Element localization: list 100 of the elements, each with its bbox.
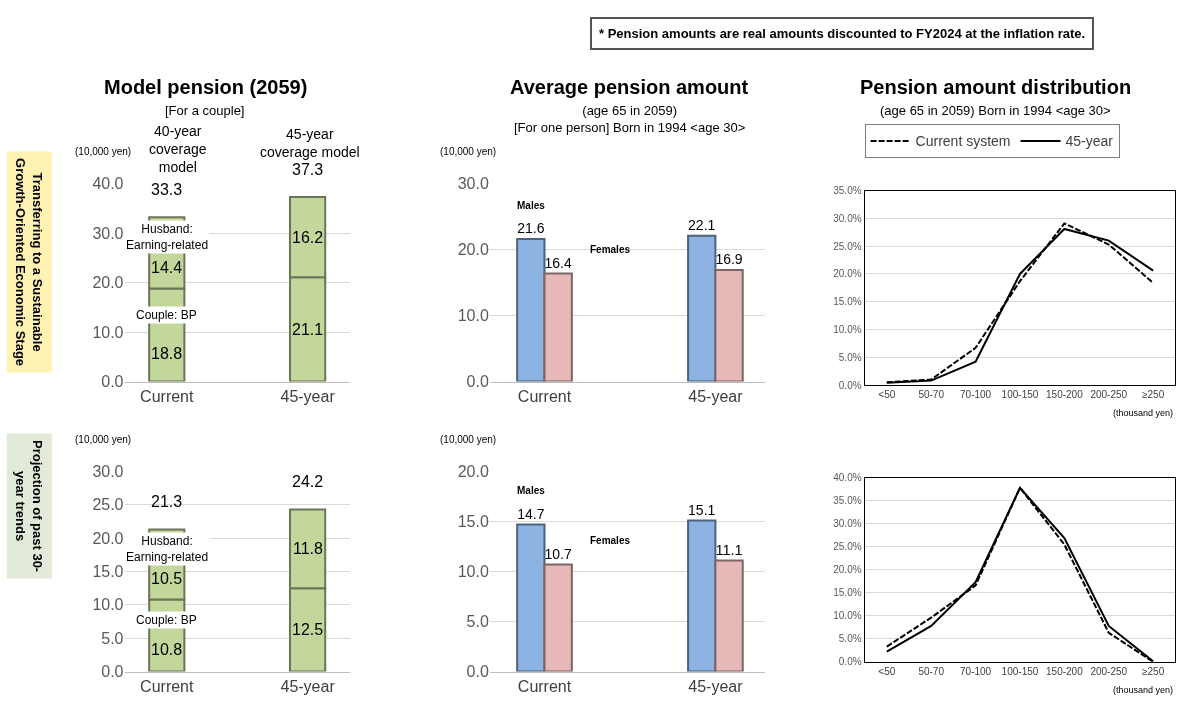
y-tick-label: 0.0%: [838, 656, 862, 668]
bar: [516, 523, 546, 672]
data-label: 12.5: [292, 621, 324, 638]
data-label: 14.4: [151, 259, 183, 276]
x-tick-label: ≥250: [1142, 389, 1165, 401]
x-tick-label: 70-100: [960, 389, 992, 401]
y-tick-label: 5.0%: [838, 351, 862, 363]
y-tick-label: 25.0: [92, 496, 124, 514]
y-tick-label: 20.0%: [833, 268, 862, 280]
x-tick-label: Current: [517, 677, 572, 695]
x-tick-label: 45-year: [280, 677, 336, 695]
bar: [543, 563, 573, 672]
y-axis-title: (10,000 yen): [440, 434, 497, 445]
data-label: 21.6: [517, 220, 545, 237]
data-label: 18.8: [151, 345, 183, 362]
y-tick-label: 5.0%: [838, 633, 862, 645]
y-tick-label: 15.0%: [833, 296, 862, 308]
x-tick-label: 100-150: [1001, 665, 1039, 677]
chart-title: Model pension (2059): [104, 76, 308, 98]
x-tick-label: Current: [140, 677, 195, 695]
x-axis-title: (thousand yen): [1113, 408, 1174, 418]
y-tick-label: 20.0: [92, 274, 124, 292]
y-tick-label: 0.0: [466, 663, 489, 681]
text: Females: [590, 244, 631, 255]
data-label: 16.2: [292, 229, 324, 246]
x-tick-label: <50: [878, 389, 896, 401]
y-axis-title: (10,000 yen): [75, 434, 132, 445]
total-label: 33.3: [151, 181, 183, 198]
y-tick-label: 10.0%: [833, 324, 862, 336]
total-label: 37.3: [292, 161, 324, 178]
y-tick-label: 10.0: [457, 563, 489, 581]
y-tick-label: 0.0: [466, 373, 489, 391]
bar: [714, 269, 744, 382]
x-tick-label: 150-200: [1046, 389, 1084, 401]
y-tick-label: 20.0: [457, 463, 489, 481]
data-label: 11.8: [293, 540, 324, 557]
y-tick-label: 5.0: [101, 629, 124, 647]
data-label: 15.1: [688, 501, 716, 518]
x-tick-label: Current: [517, 387, 572, 405]
chart-subtitle: (age 65 in 2059) [For one person] Born in 1994 <age 30>: [514, 103, 746, 135]
x-tick-label: ≥250: [1142, 665, 1165, 677]
legend-label: 45-year: [1065, 133, 1114, 150]
y-tick-label: 15.0: [92, 563, 124, 581]
legend-label: Current system: [915, 133, 1011, 150]
y-tick-label: 0.0: [101, 663, 124, 681]
text: Projection of past 30- year trends: [13, 440, 46, 573]
x-tick-label: 70-100: [960, 665, 992, 677]
data-label: 10.8: [151, 641, 183, 658]
x-axis-title: (thousand yen): [1113, 685, 1174, 695]
x-tick-label: 100-150: [1001, 389, 1039, 401]
series-label: Couple: BP: [136, 613, 197, 627]
y-tick-label: 5.0: [466, 613, 489, 631]
x-tick-label: 50-70: [918, 389, 945, 401]
x-tick-label: Current: [140, 387, 195, 405]
y-tick-label: 0.0%: [838, 379, 862, 391]
text: * Pension amounts are real amounts discounted to FY2024 at the inflation rate.: [599, 26, 1086, 41]
x-tick-label: 45-year: [688, 387, 744, 405]
text: Females: [590, 535, 631, 546]
y-axis-title: (10,000 yen): [440, 146, 497, 157]
text: Males: [517, 485, 546, 496]
bar: [516, 238, 546, 382]
y-tick-label: 25.0%: [833, 541, 862, 553]
data-label: 10.7: [544, 545, 572, 562]
bar: [687, 519, 717, 672]
series-label: Husband: Earning-related: [126, 534, 209, 564]
y-tick-label: 15.0: [457, 513, 489, 531]
data-label: 16.4: [544, 254, 572, 271]
y-tick-label: 30.0: [92, 224, 124, 242]
data-label: 21.1: [292, 321, 324, 338]
chart-subtitle: [For a couple]: [165, 103, 245, 118]
y-tick-label: 30.0%: [833, 212, 862, 224]
y-tick-label: 20.0: [92, 529, 124, 547]
series-label: Couple: BP: [136, 308, 197, 322]
chart-title: Average pension amount: [510, 76, 749, 98]
bar: [687, 234, 717, 382]
x-tick-label: 45-year: [688, 677, 744, 695]
y-tick-label: 20.0%: [833, 564, 862, 576]
y-tick-label: 35.0%: [833, 495, 862, 507]
y-tick-label: 0.0: [101, 373, 124, 391]
total-label: 24.2: [292, 473, 324, 490]
y-tick-label: 35.0%: [833, 185, 862, 197]
y-tick-label: 30.0: [457, 175, 489, 193]
x-tick-label: <50: [878, 665, 896, 677]
bar: [714, 559, 744, 672]
text: Males: [517, 200, 546, 211]
x-tick-label: 50-70: [918, 665, 945, 677]
data-label: 22.1: [688, 217, 716, 234]
x-tick-label: 150-200: [1046, 665, 1084, 677]
bar: [543, 272, 573, 382]
x-tick-label: 200-250: [1090, 389, 1128, 401]
y-tick-label: 10.0: [92, 596, 124, 614]
y-tick-label: 10.0%: [833, 610, 862, 622]
data-label: 10.5: [151, 570, 183, 587]
y-axis-title: (10,000 yen): [75, 146, 132, 157]
chart-subtitle: (age 65 in 2059) Born in 1994 <age 30>: [880, 103, 1111, 118]
data-label: 16.9: [715, 251, 743, 268]
y-tick-label: 40.0%: [833, 472, 862, 484]
text: 45-year coverage model: [260, 126, 360, 161]
y-tick-label: 10.0: [457, 307, 489, 325]
x-tick-label: 45-year: [280, 387, 336, 405]
